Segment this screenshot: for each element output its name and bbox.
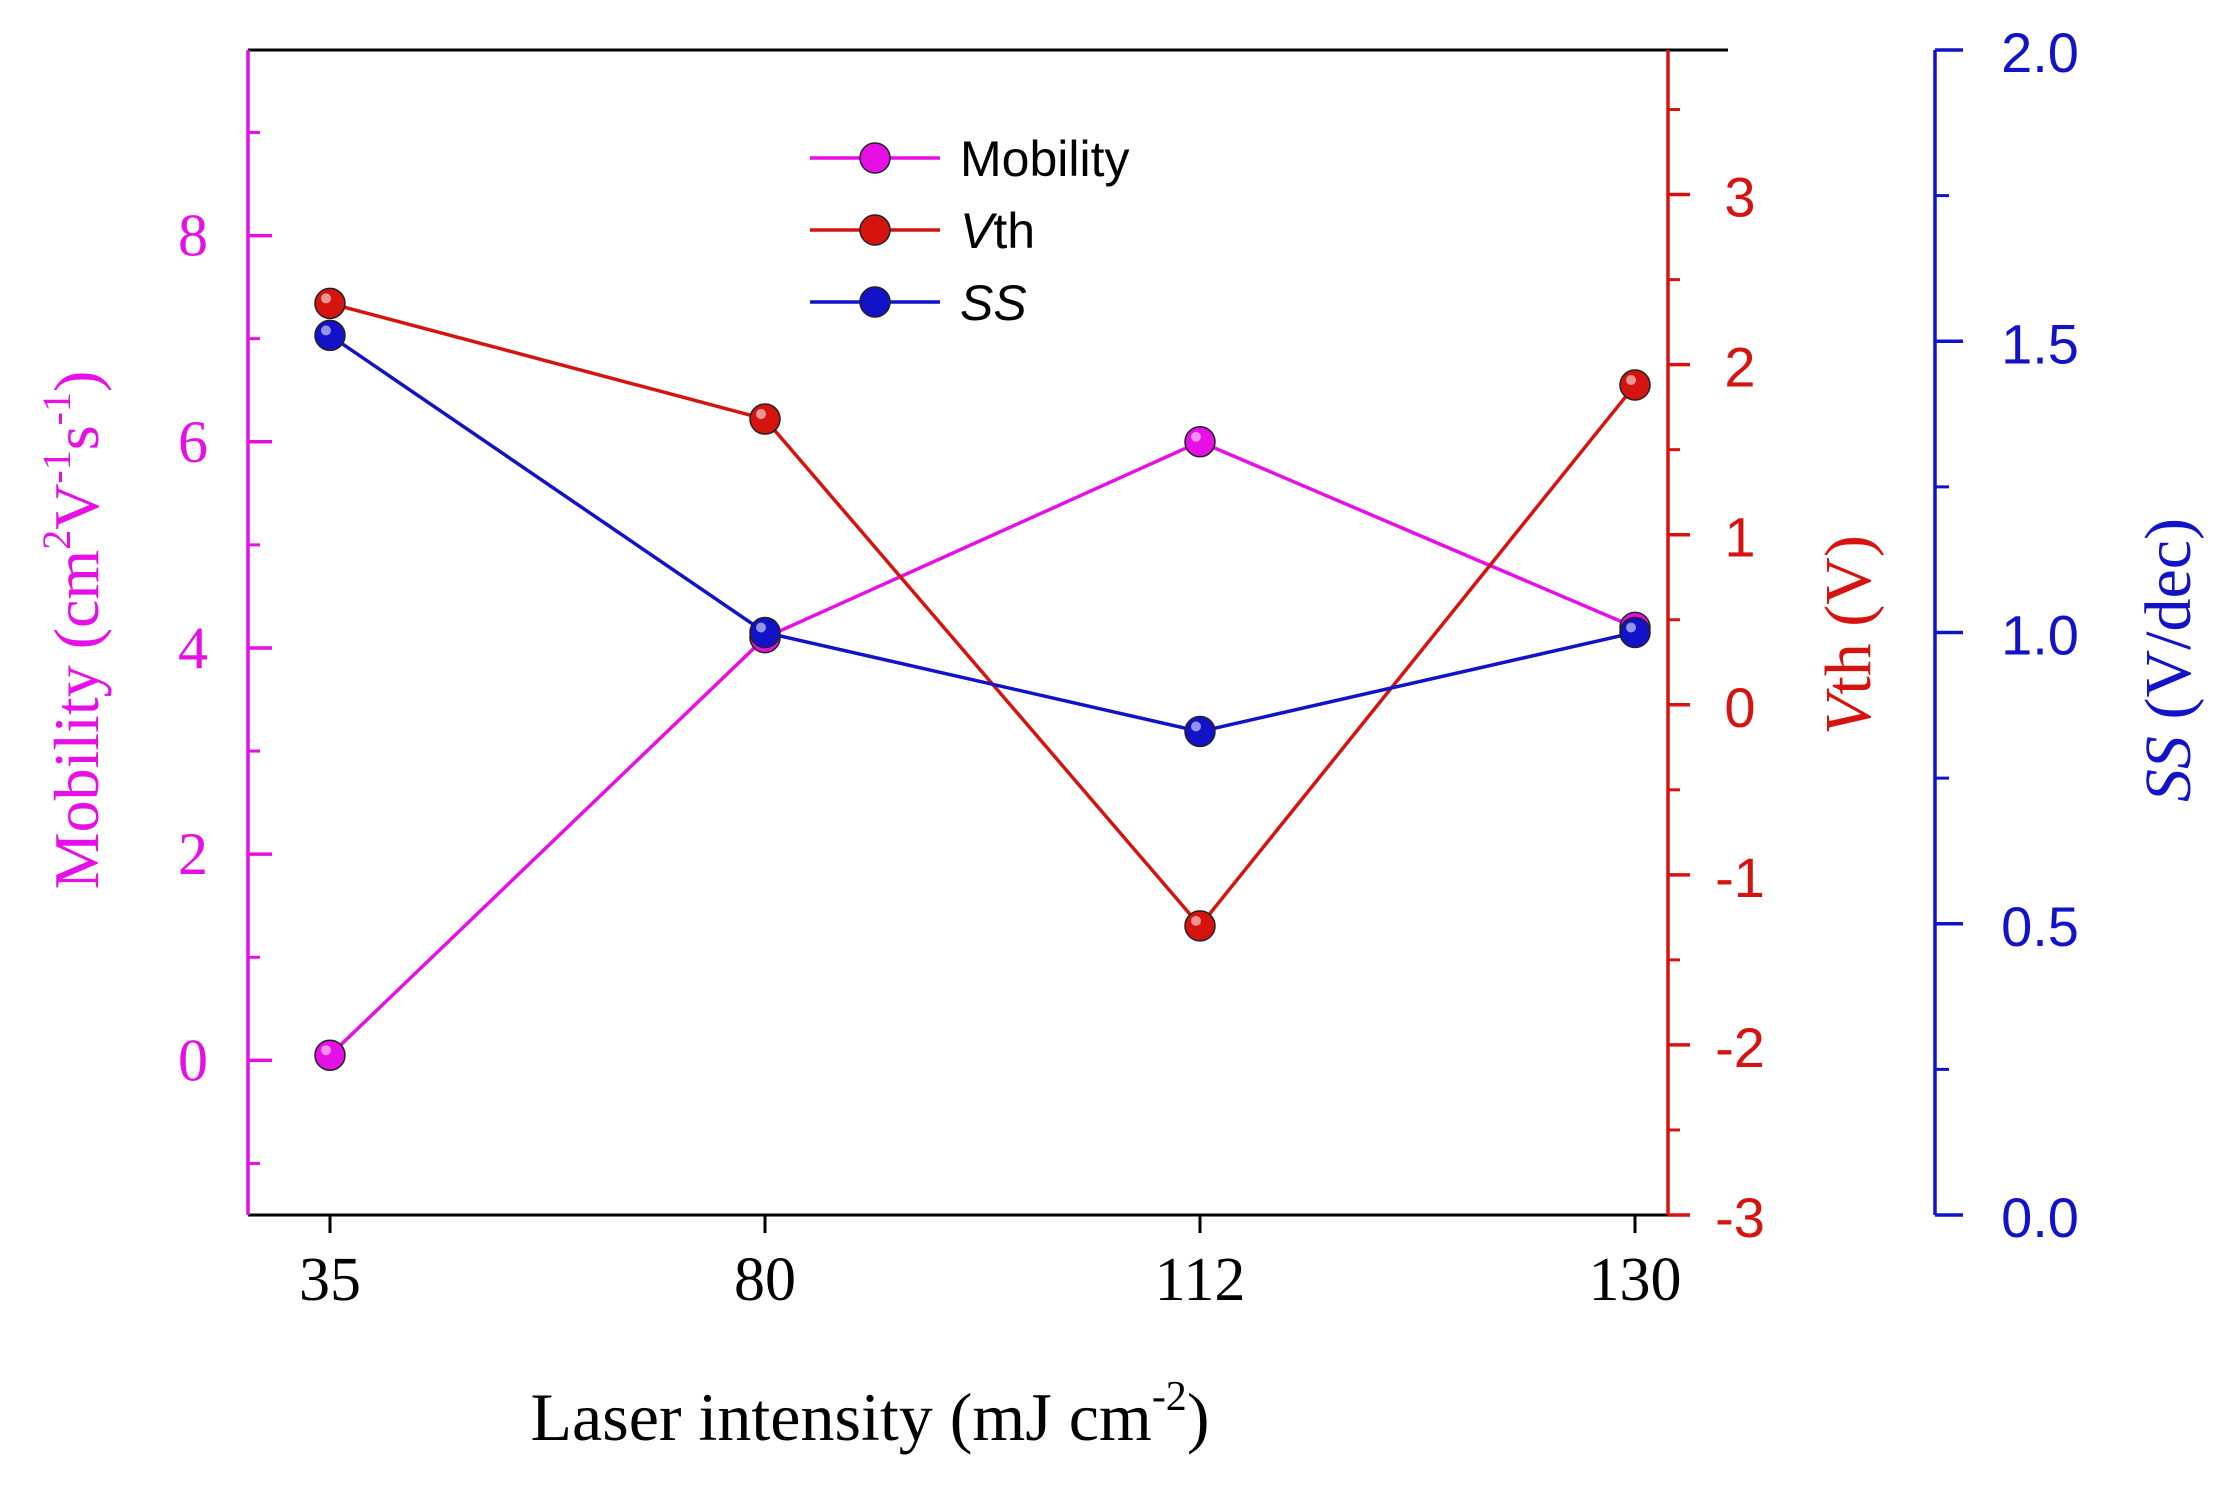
point-highlight (321, 1045, 331, 1056)
legend-marker-vth (859, 214, 891, 246)
mobility-axis-label-group: Mobility (cm2V-1s-1) (34, 371, 112, 890)
legend: Mobility Vth SS (810, 131, 1129, 331)
ss-tick-label: 0.5 (2001, 895, 2079, 958)
point-vth (749, 403, 781, 435)
point-mobility (1184, 426, 1216, 458)
legend-label-ss: SS (960, 275, 1027, 331)
vth-tick-label: 3 (1724, 166, 1755, 229)
mobility-tick-label: 4 (178, 615, 208, 681)
ss-axis-label: SS (V/dec) (2132, 518, 2205, 802)
point-vth (314, 287, 346, 320)
point-highlight (1626, 375, 1636, 386)
series-line-ss (329, 333, 1636, 734)
point-mobility (314, 1039, 346, 1071)
ss-tick-label: 0.0 (2001, 1186, 2079, 1249)
point-highlight (1191, 721, 1201, 732)
point-highlight (756, 622, 766, 633)
x-tick-label: 80 (734, 1246, 796, 1314)
x-tick-label: 112 (1155, 1246, 1246, 1314)
x-tick-label: 35 (299, 1246, 361, 1314)
series-line-mobility (328, 439, 1636, 1057)
ss-tick-label: 2.0 (2001, 21, 2079, 84)
ss-axis-label-group: SS (V/dec) (2132, 518, 2205, 802)
point-ss (1184, 715, 1216, 748)
x-axis-label: Laser intensity (mJ cm-2) (531, 1374, 1210, 1455)
vth-tick-label: 2 (1724, 336, 1755, 399)
point-highlight (1626, 622, 1636, 633)
x-tick-label: 130 (1589, 1246, 1682, 1314)
point-vth (1619, 369, 1651, 401)
point-highlight (321, 293, 331, 304)
legend-marker-mobility (859, 142, 891, 174)
axes-layer: 35 80 112 130 0 2 4 6 8 -3 -2 -1 0 1 2 3 0.0 0.5 1.0 1.5 2.0 (178, 21, 2079, 1314)
ss-tick-label: 1.5 (2001, 312, 2079, 375)
vth-tick-label: -2 (1715, 1016, 1765, 1079)
legend-label-vth: Vth (960, 203, 1035, 259)
point-highlight (321, 325, 331, 336)
vth-tick-label: 0 (1724, 676, 1755, 739)
series-layer (314, 287, 1651, 1071)
point-highlight (1191, 915, 1201, 926)
mobility-tick-label: 6 (178, 409, 208, 475)
vth-axis-label: Vth (V) (1812, 535, 1885, 735)
vth-tick-label: -3 (1715, 1186, 1765, 1249)
point-highlight (756, 409, 766, 420)
vth-axis-label-group: Vth (V) (1812, 535, 1885, 735)
point-vth (1184, 910, 1216, 942)
point-ss (749, 616, 781, 649)
series-line-vth (329, 301, 1637, 929)
vth-tick-label: -1 (1715, 846, 1765, 909)
mobility-tick-label: 8 (178, 203, 208, 269)
mobility-tick-label: 2 (178, 821, 208, 887)
point-ss (314, 319, 346, 352)
axis-labels: Laser intensity (mJ cm-2) Mobility (cm2V-… (34, 371, 2205, 1455)
ss-tick-label: 1.0 (2001, 604, 2079, 667)
legend-label-mobility: Mobility (960, 131, 1129, 187)
legend-marker-ss (859, 286, 891, 318)
point-ss (1619, 616, 1651, 649)
point-highlight (1191, 431, 1201, 442)
vth-tick-label: 1 (1724, 506, 1755, 569)
mobility-tick-label: 0 (178, 1027, 208, 1093)
mobility-axis-label: Mobility (cm2V-1s-1) (34, 371, 112, 890)
